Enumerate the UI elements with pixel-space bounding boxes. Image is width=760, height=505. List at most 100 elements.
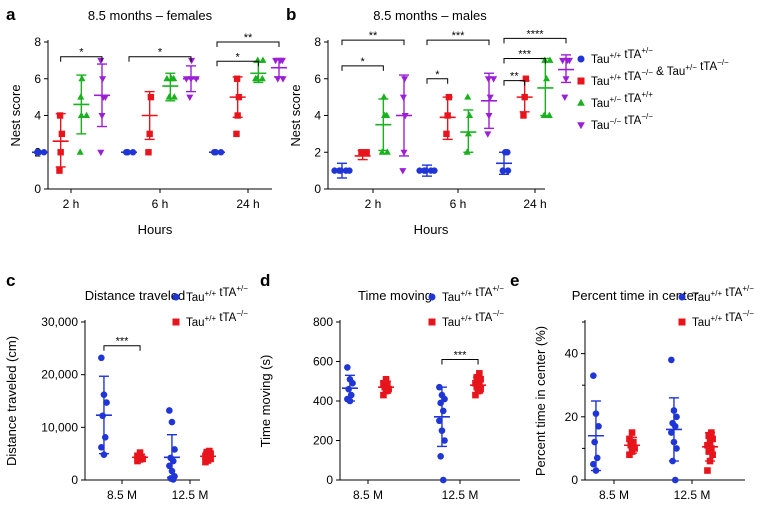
data-point — [170, 74, 178, 82]
sig-line — [216, 60, 259, 67]
series-b-2-2 — [537, 56, 554, 119]
data-point — [336, 167, 343, 174]
data-point — [186, 94, 194, 101]
data-point — [233, 130, 240, 138]
data-point — [345, 385, 352, 393]
data-point — [166, 407, 173, 414]
y-tick-label-c: 10,000 — [41, 420, 78, 434]
ylabel-a: Nest score — [8, 84, 23, 146]
data-point — [477, 385, 484, 393]
panel-label-c: c — [6, 271, 15, 290]
legend-text: Tau — [692, 292, 711, 304]
legend-label: Tau+/+ tTA−/− — [186, 309, 248, 329]
data-point — [78, 74, 86, 82]
data-point — [546, 56, 554, 63]
legend-marker — [577, 77, 585, 85]
data-point — [593, 454, 601, 462]
sig-bracket-b: **** — [503, 28, 567, 44]
legend-marker — [577, 55, 585, 63]
data-point — [630, 438, 637, 446]
panel-label-a: a — [6, 5, 16, 24]
data-point — [217, 149, 225, 156]
series-a-1-0 — [121, 149, 137, 156]
data-point — [670, 407, 678, 414]
y-tick-label-e: 40 — [565, 347, 579, 361]
sig-bracket-a: * — [60, 47, 103, 62]
legend-text: tTA — [722, 312, 743, 324]
data-point — [708, 429, 715, 436]
sig-line — [503, 58, 546, 64]
legend-label: Tau+/− tTA+/+ — [591, 90, 653, 110]
legend-label: Tau+/+ tTA+/− — [692, 284, 754, 304]
series-b-0-0 — [331, 162, 353, 179]
sig-bracket-b: *** — [426, 30, 490, 46]
x-tick-label-e: 8.5 M — [599, 488, 629, 502]
series-a-0-0 — [32, 149, 48, 156]
data-point — [380, 93, 388, 100]
title-b: 8.5 months – males — [373, 8, 487, 23]
title-d: Time moving — [358, 288, 432, 303]
sig-bracket-a: * — [128, 47, 192, 62]
sig-bracket-a: * — [216, 51, 259, 67]
y-tick-label-c: 0 — [71, 473, 78, 487]
series-e-0-1 — [624, 429, 641, 459]
data-point — [97, 149, 105, 157]
bottom-2-legend-item-0: Tau+/+ tTA+/− — [678, 284, 754, 304]
legend-marker — [678, 293, 686, 301]
sig-label: **** — [526, 28, 544, 40]
data-point — [166, 462, 173, 470]
x-tick-label-b: 24 h — [523, 197, 546, 211]
data-point — [708, 445, 715, 452]
x-tick-label-a: 24 h — [236, 197, 259, 211]
data-point — [382, 375, 390, 383]
legend-label: Tau+/+ tTA−/− — [442, 309, 504, 329]
plot-d: 0 200 400 600 800 Time moving (s) 8.5 M 12.5 M *… — [258, 315, 520, 502]
data-point — [252, 74, 260, 82]
data-point — [101, 434, 109, 441]
data-point — [163, 74, 171, 82]
sig-label: *** — [454, 350, 468, 362]
data-point — [709, 435, 716, 443]
data-point — [349, 379, 356, 387]
x-tick-label-c: 12.5 M — [172, 488, 209, 502]
data-point — [378, 148, 386, 155]
series-b-0-1 — [354, 149, 371, 161]
legend-marker — [428, 318, 436, 326]
sig-line — [341, 65, 384, 71]
y-tick-label-a: 6 — [34, 72, 41, 86]
data-point — [99, 76, 107, 83]
data-point — [380, 379, 387, 387]
title-c: Distance traveled — [85, 288, 185, 303]
data-point — [437, 453, 444, 460]
data-point — [400, 149, 408, 157]
y-tick-label-a: 4 — [34, 109, 41, 123]
bottom-0-legend-item-1: Tau+/+ tTA−/− — [172, 309, 248, 329]
y-tick-label-d: 400 — [313, 394, 333, 408]
series-a-0-3 — [94, 57, 110, 157]
data-point — [543, 74, 551, 82]
sig-label: * — [236, 51, 241, 63]
data-point — [466, 111, 474, 119]
data-point — [259, 56, 267, 63]
panel-label-e: e — [510, 271, 519, 290]
data-point — [591, 438, 598, 446]
data-point — [145, 149, 152, 156]
legend-text: Tau — [442, 292, 461, 304]
data-point — [628, 429, 636, 436]
sig-line — [503, 80, 526, 86]
data-point — [464, 130, 472, 137]
y-tick-label-b: 8 — [314, 35, 321, 49]
data-point — [443, 130, 450, 138]
data-point — [561, 94, 569, 101]
xlabel-a: Hours — [138, 222, 173, 237]
sig-line — [441, 359, 479, 365]
data-point — [631, 445, 638, 452]
sig-label: * — [361, 56, 366, 68]
data-point — [476, 370, 483, 377]
data-point — [97, 57, 105, 65]
sig-line — [341, 39, 405, 46]
series-b-1-1 — [439, 93, 456, 141]
y-tick-label-b: 2 — [314, 145, 321, 159]
data-point — [476, 381, 483, 389]
